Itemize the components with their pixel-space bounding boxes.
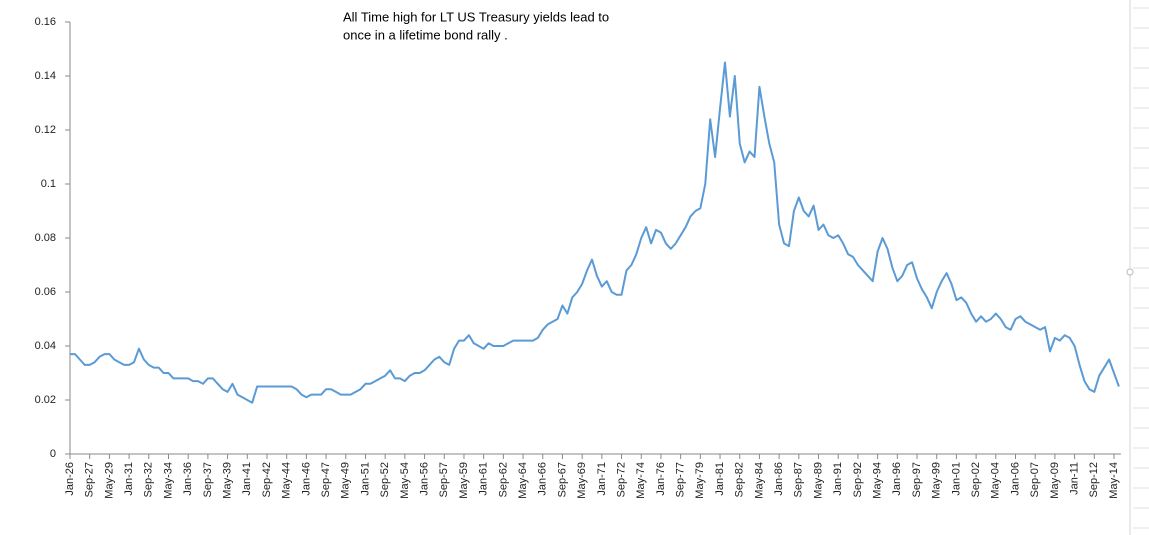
line-series xyxy=(70,61,1120,404)
x-tick-label: May-49 xyxy=(340,462,352,499)
x-tick-label: Sep-47 xyxy=(320,462,332,497)
x-tick-label: Sep-82 xyxy=(734,462,746,497)
annotation: once in a lifetime bond rally . xyxy=(343,27,508,42)
x-tick-label: Jan-66 xyxy=(537,462,549,496)
x-tick-label: Sep-62 xyxy=(497,462,509,497)
annotation: All Time high for LT US Treasury yields … xyxy=(343,9,609,24)
x-tick-label: Sep-77 xyxy=(675,462,687,497)
x-tick-label: May-14 xyxy=(1108,462,1120,499)
y-tick-label: 0.06 xyxy=(35,286,56,298)
x-tick-label: May-09 xyxy=(1049,462,1061,499)
x-tick-label: May-44 xyxy=(281,462,293,499)
x-tick-label: Sep-12 xyxy=(1088,462,1100,497)
x-tick-label: Jan-81 xyxy=(714,462,726,496)
x-tick-label: May-74 xyxy=(635,462,647,499)
x-tick-label: Sep-37 xyxy=(202,462,214,497)
x-tick-label: Jan-56 xyxy=(418,462,430,496)
x-tick-label: Sep-07 xyxy=(1029,462,1041,497)
y-tick-label: 0 xyxy=(50,448,56,460)
resize-handle xyxy=(1126,268,1134,276)
x-tick-label: Jan-11 xyxy=(1069,462,1081,495)
x-tick-label: Jan-01 xyxy=(950,462,962,496)
x-tick-label: May-69 xyxy=(576,462,588,499)
x-tick-label: May-59 xyxy=(458,462,470,499)
x-tick-label: Sep-92 xyxy=(852,462,864,497)
y-tick-label: 0.16 xyxy=(35,16,56,28)
x-tick-label: Sep-87 xyxy=(793,462,805,497)
x-tick-label: Sep-42 xyxy=(261,462,273,497)
y-tick-label: 0.12 xyxy=(35,124,56,136)
x-tick-label: Jan-31 xyxy=(123,462,135,496)
x-tick-label: Jan-46 xyxy=(300,462,312,496)
y-tick-label: 0.14 xyxy=(35,70,56,82)
x-tick-label: Jan-41 xyxy=(241,462,253,496)
y-tick-label: 0.08 xyxy=(35,232,56,244)
x-tick-label: Jan-86 xyxy=(773,462,785,496)
x-tick-label: Jan-76 xyxy=(655,462,667,496)
x-tick-label: Sep-52 xyxy=(379,462,391,497)
x-tick-label: Sep-97 xyxy=(911,462,923,497)
y-tick-label: 0.02 xyxy=(35,394,56,406)
x-tick-label: Jan-71 xyxy=(596,462,608,496)
x-tick-label: May-29 xyxy=(103,462,115,499)
x-tick-label: May-54 xyxy=(399,462,411,499)
x-tick-label: May-04 xyxy=(990,462,1002,499)
x-tick-label: Jan-26 xyxy=(64,462,76,496)
x-tick-label: May-79 xyxy=(694,462,706,499)
x-tick-label: Sep-02 xyxy=(970,462,982,497)
x-tick-label: Jan-36 xyxy=(182,462,194,496)
x-tick-label: May-89 xyxy=(812,462,824,499)
x-tick-label: May-34 xyxy=(162,462,174,499)
x-tick-label: Jan-61 xyxy=(478,462,490,496)
y-tick-label: 0.04 xyxy=(35,340,56,352)
x-tick-label: Jan-51 xyxy=(359,462,371,496)
x-tick-label: May-39 xyxy=(221,462,233,499)
x-tick-label: Jan-06 xyxy=(1009,462,1021,496)
x-tick-label: May-99 xyxy=(931,462,943,499)
x-tick-label: May-94 xyxy=(872,462,884,499)
x-tick-label: May-84 xyxy=(753,462,765,499)
y-tick-label: 0.1 xyxy=(41,178,56,190)
x-tick-label: Sep-27 xyxy=(84,462,96,497)
x-tick-label: Sep-32 xyxy=(143,462,155,497)
x-tick-label: May-64 xyxy=(517,462,529,499)
x-tick-label: Sep-72 xyxy=(615,462,627,497)
x-tick-label: Jan-96 xyxy=(891,462,903,496)
x-tick-label: Jan-91 xyxy=(832,462,844,496)
x-tick-label: Sep-67 xyxy=(556,462,568,497)
x-tick-label: Sep-57 xyxy=(438,462,450,497)
